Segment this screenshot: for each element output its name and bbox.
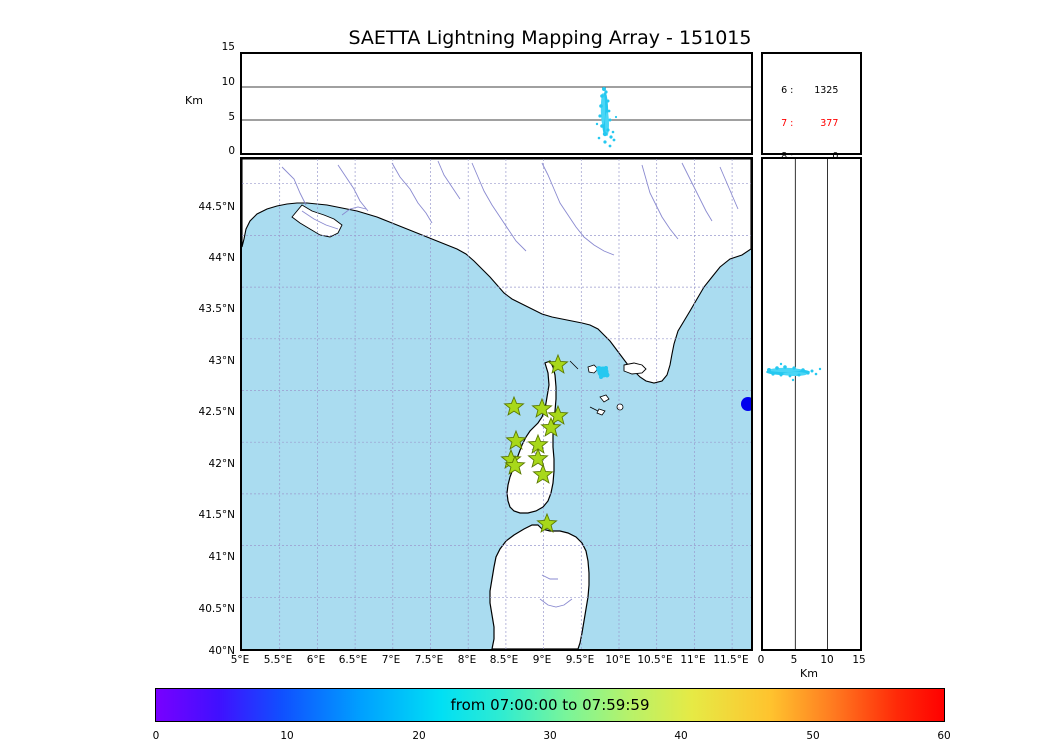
map-xtick-5.5E: 5.5°E [263,654,293,666]
right-xtick-0: 0 [757,654,765,666]
map-ytick-44.5N: 44.5°N [198,201,235,213]
map-xtick-8.5E: 8.5°E [489,654,519,666]
map-xtick-10.5E: 10.5°E [637,654,673,666]
montecristo-island [616,403,624,411]
alt-tick-10: 10 [221,76,235,88]
legend-row: 7 : 377 [769,107,860,140]
colorbar-tick: 40 [674,730,688,742]
right-xtick-5: 5 [790,654,798,666]
map-xtick-7E: 7°E [381,654,401,666]
map-ytick-41.5N: 41.5°N [198,509,235,521]
colorbar-label: from 07:00:00 to 07:59:59 [450,696,650,714]
station-star [547,404,569,425]
capraia-island [587,364,599,374]
map-xtick-9E: 9°E [532,654,552,666]
giglio-island [596,408,606,416]
marker-blue-dot [741,397,751,411]
legend-sep: : [787,151,796,162]
legend-value: 1325 [814,85,839,96]
colorbar-ticks: 0 10 20 30 40 50 60 [0,730,1050,746]
alt-axis-label: Km [185,94,203,107]
map-xtick-9.5E: 9.5°E [565,654,595,666]
colorbar-tick: 10 [280,730,294,742]
station-star [531,397,553,418]
colorbar[interactable]: from 07:00:00 to 07:59:59 [155,688,945,722]
mainland-coast [242,159,751,384]
sardinia-island [489,524,590,649]
map-xtick-11.5E: 11.5°E [713,654,749,666]
altitude-longitude-panel [240,52,753,155]
legend-value: 0 [796,151,838,162]
map-xtick-10E: 10°E [605,654,631,666]
station-star [532,463,554,484]
legend-row: 6 : 1325 [769,74,860,107]
pianosa-island [599,394,610,403]
legend-value: 377 [820,118,839,129]
station-star [504,454,526,475]
alt-tick-15: 15 [221,41,235,53]
altitude-longitude-plot [242,86,751,148]
map-ytick-43.5N: 43.5°N [198,303,235,315]
right-xtick-10: 10 [820,654,834,666]
map-plot [242,159,751,649]
colorbar-gradient [156,689,944,721]
source-cluster-top [595,87,618,148]
map-xtick-6E: 6°E [306,654,326,666]
legend-sep: : [787,118,797,129]
map-ytick-41N: 41°N [208,551,235,563]
map-xtick-5E: 5°E [230,654,250,666]
map-ytick-42N: 42°N [208,458,235,470]
map-ytick-40N: 40°N [208,645,235,657]
map-ytick-44N: 44°N [208,252,235,264]
colorbar-tick: 0 [152,730,160,742]
colorbar-tick: 60 [937,730,951,742]
map-ytick-42.5N: 42.5°N [198,406,235,418]
legend-key: 7 [781,118,788,129]
station-star [527,447,549,468]
alt-tick-0: 0 [228,145,235,157]
legend-key: 6 [781,85,788,96]
right-xtick-15: 15 [852,654,866,666]
elba-island [623,362,647,375]
map-xtick-7.5E: 7.5°E [414,654,444,666]
legend-row: 8 : 0 [769,140,860,173]
station-star [536,512,558,533]
rivers-layer [281,160,739,608]
colorbar-tick: 50 [806,730,820,742]
legend-counts-panel: 6 : 1325 7 : 377 8 : 0 9 : 0 10 : 0 11 :… [761,52,862,294]
station-star [503,395,525,416]
altitude-latitude-plot [763,159,860,649]
map-ytick-43N: 43°N [208,355,235,367]
map-xtick-8E: 8°E [457,654,477,666]
station-star [547,353,569,374]
legend-key: 8 [781,151,787,162]
station-star [540,416,562,437]
legend-sep: : [787,85,797,96]
map-gridlines [242,159,751,649]
colorbar-tick: 30 [543,730,557,742]
map-panel [240,157,753,651]
alt-tick-5: 5 [228,111,235,123]
altitude-latitude-panel [761,157,862,651]
source-cluster-right [766,362,822,382]
colorbar-tick: 20 [412,730,426,742]
map-ytick-40.5N: 40.5°N [198,603,235,615]
map-xtick-6.5E: 6.5°E [338,654,368,666]
station-star [505,429,527,450]
stations-layer [500,353,569,533]
map-xtick-11E: 11°E [680,654,706,666]
flash-segments [569,360,599,412]
page-title: SAETTA Lightning Mapping Array - 151015 [348,27,752,49]
source-cluster-map [596,366,610,379]
right-axis-label: Km [800,667,818,680]
